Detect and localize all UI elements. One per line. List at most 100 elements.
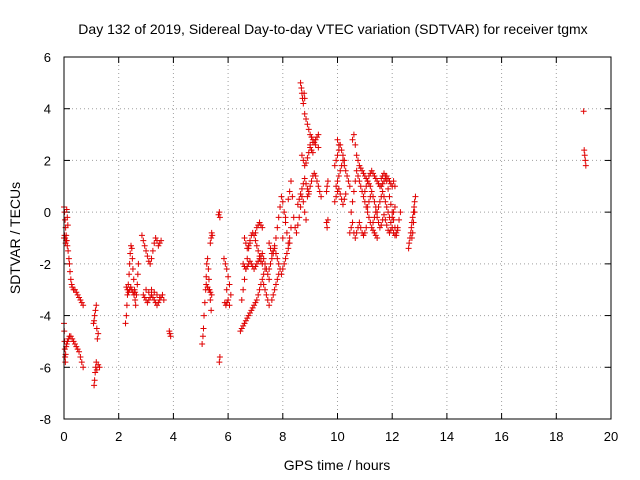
data-point [90, 320, 97, 327]
data-point [266, 266, 273, 273]
data-point [385, 185, 392, 192]
data-point [63, 206, 70, 213]
data-point [251, 302, 258, 309]
data-point [240, 322, 247, 329]
data-point [394, 224, 401, 231]
data-point [309, 139, 316, 146]
data-point [391, 183, 398, 190]
data-point [305, 126, 312, 133]
data-point [350, 131, 357, 138]
data-point [333, 183, 340, 190]
data-point [241, 276, 248, 283]
data-point [268, 297, 275, 304]
data-point [208, 235, 215, 241]
data-point [390, 178, 397, 185]
data-point [256, 219, 263, 226]
data-point [143, 286, 150, 293]
data-point [308, 178, 315, 185]
data-point [305, 188, 312, 195]
data-point [272, 235, 279, 241]
data-point [166, 328, 173, 335]
data-point [393, 232, 400, 239]
data-point [341, 162, 348, 169]
data-point [308, 147, 315, 154]
data-point [95, 361, 102, 368]
x-tick-label: 20 [604, 429, 618, 444]
data-point [160, 297, 167, 304]
data-point [288, 178, 295, 185]
data-point [203, 260, 210, 267]
data-point [365, 214, 372, 221]
data-point [207, 297, 214, 304]
data-point [281, 260, 288, 267]
data-point [96, 364, 103, 371]
data-point [300, 100, 307, 107]
data-point [301, 110, 308, 117]
data-points [61, 79, 589, 389]
data-point [405, 245, 412, 252]
data-point [134, 281, 141, 288]
data-point [411, 209, 418, 216]
x-tick-label: 6 [224, 429, 231, 444]
data-point [242, 317, 249, 324]
data-point [159, 291, 166, 298]
data-point [248, 260, 255, 267]
data-point [379, 180, 386, 187]
data-point [324, 224, 331, 231]
data-point [255, 291, 262, 298]
data-point [70, 338, 77, 345]
data-point [216, 353, 223, 360]
data-point [151, 240, 158, 247]
data-point [368, 224, 375, 231]
data-point [61, 232, 68, 239]
data-point [91, 312, 98, 319]
y-axis-label: SDTVAR / TECUs [7, 182, 23, 294]
data-point [349, 219, 356, 226]
data-point [80, 302, 87, 309]
data-point [380, 193, 387, 200]
data-point [365, 180, 372, 187]
data-point [349, 136, 356, 143]
data-point [406, 240, 413, 247]
data-point [268, 255, 275, 262]
data-point [222, 260, 229, 267]
data-point [78, 299, 85, 306]
data-point [279, 266, 286, 273]
data-point [282, 219, 289, 226]
data-point [199, 341, 206, 348]
data-point [141, 294, 148, 301]
data-point [397, 209, 404, 216]
data-point [313, 134, 320, 141]
data-point [199, 333, 206, 340]
data-point [275, 260, 282, 267]
data-point [208, 291, 215, 298]
data-point [91, 317, 98, 324]
data-point [132, 289, 139, 296]
data-point [274, 276, 281, 283]
data-point [257, 222, 264, 229]
data-point [303, 180, 310, 187]
data-point [259, 276, 266, 283]
data-point [352, 235, 359, 241]
data-point [298, 152, 305, 159]
data-point [223, 286, 230, 293]
data-point [301, 95, 308, 102]
data-point [316, 188, 323, 195]
data-point [257, 253, 264, 260]
data-point [356, 178, 363, 185]
data-point [298, 193, 305, 200]
data-point [216, 214, 223, 221]
data-point [294, 222, 301, 229]
data-point [290, 214, 297, 221]
data-point [244, 245, 251, 252]
data-point [346, 183, 353, 190]
data-point [376, 224, 383, 231]
y-tick-label: -2 [39, 257, 51, 272]
data-point [409, 229, 416, 236]
data-point [296, 196, 303, 203]
data-point [368, 188, 375, 195]
data-point [145, 258, 152, 265]
data-point [297, 203, 304, 210]
data-point [126, 271, 133, 278]
